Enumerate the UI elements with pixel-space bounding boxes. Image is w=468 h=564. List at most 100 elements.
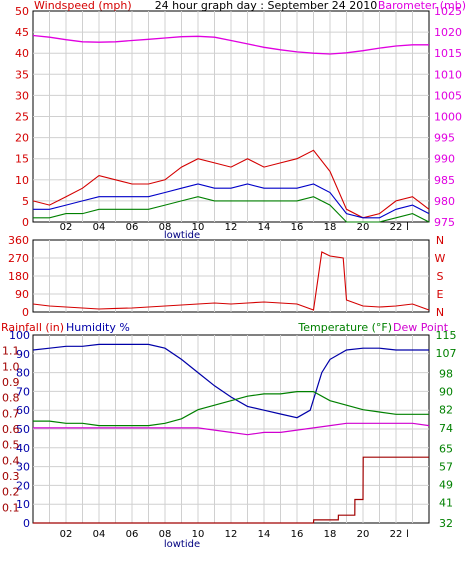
- humidity-tick-label: 100: [9, 329, 30, 342]
- temperature-tick-label: 32: [439, 517, 453, 530]
- wind-panel-x-ticks: 02 04 06 08 10 12 14 16 18 20 22 l: [60, 222, 409, 233]
- x-tick-label: 18: [324, 222, 337, 233]
- dewpoint-legend: Dew Point: [393, 321, 449, 334]
- windspeed-tick-label: 0: [22, 216, 29, 229]
- barometer-tick-label: 975: [434, 216, 455, 229]
- rainfall-tick-label: 0.8: [2, 392, 20, 405]
- direction-tick-label: 0: [22, 306, 29, 319]
- temperature-tick-label: 57: [439, 460, 453, 473]
- windspeed-tick-label: 50: [15, 5, 29, 18]
- wind-average-line: [33, 183, 430, 219]
- x-tick-label: 06: [126, 529, 139, 540]
- temperature-tick-label: 98: [439, 368, 453, 381]
- windspeed-tick-label: 25: [15, 111, 29, 124]
- windspeed-tick-label: 20: [15, 132, 29, 145]
- humidity-axis-ticks: 0 10 20 30 40 50 60 70 80 90 100: [9, 329, 30, 530]
- windspeed-tick-label: 15: [15, 153, 29, 166]
- barometer-tick-label: 1010: [434, 68, 462, 81]
- humidity-tick-label: 30: [16, 461, 30, 474]
- wind-direction-line: [32, 251, 430, 311]
- rainfall-tick-label: 0.6: [2, 423, 20, 436]
- windspeed-tick-label: 40: [15, 47, 29, 60]
- x-tick-label: 18: [324, 529, 337, 540]
- direction-tick-label: 270: [8, 252, 29, 265]
- temperature-axis-ticks: 32 41 49 57 65 74 82 90 98 107 115: [436, 329, 457, 530]
- direction-panel-grid: [33, 240, 429, 312]
- humidity-tick-label: 90: [16, 348, 30, 361]
- windspeed-tick-label: 10: [15, 174, 29, 187]
- windspeed-axis-ticks: 0 5 10 15 20 25 30 35 40 45 50: [15, 5, 29, 229]
- wind-panel-grid: [33, 11, 429, 222]
- compass-label: N: [436, 306, 444, 319]
- barometer-tick-label: 985: [434, 174, 455, 187]
- temperature-tick-label: 107: [436, 347, 457, 360]
- windspeed-tick-label: 5: [22, 195, 29, 208]
- compass-label: N: [436, 234, 444, 247]
- direction-panel-series: [32, 251, 430, 311]
- temperature-tick-label: 90: [439, 386, 453, 399]
- compass-label: S: [437, 270, 444, 283]
- x-tick-label: 02: [60, 222, 73, 233]
- lowtide-annotation: lowtide: [164, 230, 200, 241]
- rainfall-legend: Rainfall (in): [1, 321, 64, 334]
- temperature-tick-label: 65: [439, 442, 453, 455]
- climate-panel-x-ticks: 02 04 06 08 10 12 14 16 18 20 22 l: [60, 529, 409, 540]
- x-tick-label: 04: [93, 529, 106, 540]
- rainfall-tick-label: 0.9: [2, 376, 20, 389]
- direction-tick-label: 360: [8, 234, 29, 247]
- wind-low-line: [33, 196, 430, 223]
- barometer-legend: Barometer (mb): [378, 0, 466, 12]
- temperature-tick-label: 41: [439, 497, 453, 510]
- barometer-axis-ticks: 975 980 985 990 995 1000 1005 1010 1015 1020 1025: [434, 5, 462, 229]
- x-tick-label: 22: [390, 529, 403, 540]
- humidity-tick-label: 50: [16, 423, 30, 436]
- barometer-tick-label: 990: [434, 153, 455, 166]
- humidity-tick-label: 70: [16, 385, 30, 398]
- x-tick-label: 08: [159, 222, 172, 233]
- compass-label: W: [435, 252, 446, 265]
- rainfall-tick-label: 1.0: [2, 360, 20, 373]
- barometer-tick-label: 1015: [434, 47, 462, 60]
- x-tick-label: 14: [258, 222, 271, 233]
- x-tick-label: 12: [225, 529, 238, 540]
- direction-tick-label: 180: [8, 270, 29, 283]
- humidity-tick-label: 10: [16, 498, 30, 511]
- barometer-tick-label: 1005: [434, 89, 462, 102]
- x-tick-label: 20: [357, 529, 370, 540]
- windspeed-tick-label: 45: [15, 26, 29, 39]
- barometer-tick-label: 1025: [434, 5, 462, 18]
- barometer-tick-label: 995: [434, 132, 455, 145]
- x-tick-label: 16: [291, 529, 304, 540]
- temperature-legend: Temperature (°F): [297, 321, 392, 334]
- wind-panel-series: [32, 34, 430, 223]
- x-tick-label: 02: [60, 529, 73, 540]
- x-tick-label: 10: [192, 529, 205, 540]
- barometer-tick-label: 980: [434, 195, 455, 208]
- rainfall-axis-ticks: 0.1 0.2 0.3 0.4 0.5 0.6 0.7 0.8 0.9 1.0 1.1: [2, 345, 20, 515]
- dew-point-line: [33, 422, 430, 436]
- x-tick-label: 20: [357, 222, 370, 233]
- x-tick-label: 10: [192, 222, 205, 233]
- windspeed-legend: Windspeed (mph): [34, 0, 132, 12]
- chart-title: 24 hour graph day : September 24 2010: [155, 0, 378, 12]
- temperature-line: [33, 391, 429, 427]
- direction-tick-label: 90: [15, 288, 29, 301]
- barometer-tick-label: 1000: [434, 111, 462, 124]
- temperature-tick-label: 49: [439, 478, 453, 491]
- x-tick-label: 08: [159, 529, 172, 540]
- humidity-tick-label: 80: [16, 367, 30, 380]
- rainfall-line: [33, 456, 429, 524]
- direction-axis-ticks: 0 90 180 270 360: [8, 234, 29, 319]
- rainfall-tick-label: 0.2: [2, 486, 20, 499]
- rainfall-tick-label: 0.5: [2, 439, 20, 452]
- x-tick-label: l: [406, 529, 409, 540]
- x-tick-label: 14: [258, 529, 271, 540]
- lowtide-annotation-bottom: lowtide: [164, 539, 200, 550]
- humidity-tick-label: 0: [23, 517, 30, 530]
- barometer-line: [32, 34, 429, 55]
- barometer-tick-label: 1020: [434, 26, 462, 39]
- rainfall-tick-label: 0.7: [2, 407, 20, 420]
